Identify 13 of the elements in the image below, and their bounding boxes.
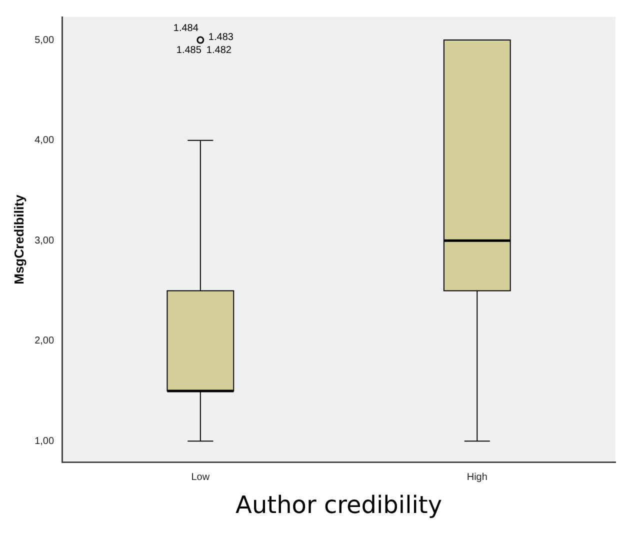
annotation: 1.482: [206, 44, 232, 56]
y-tick-label: 1,00: [34, 436, 54, 447]
y-tick-label: 3,00: [34, 235, 54, 246]
annotation: 1.485: [176, 44, 202, 56]
x-tick-label: Low: [191, 472, 210, 483]
x-tick-label: High: [466, 472, 488, 483]
annotation: 1.483: [208, 32, 234, 43]
y-tick-label: 4,00: [34, 135, 54, 146]
annotation: 1.484: [173, 22, 199, 34]
y-tick-label: 2,00: [34, 336, 54, 347]
y-axis-title: MsgCredibility: [11, 194, 26, 284]
y-tick-label: 5,00: [34, 34, 54, 46]
x-axis-title: Author credibility: [236, 490, 442, 519]
